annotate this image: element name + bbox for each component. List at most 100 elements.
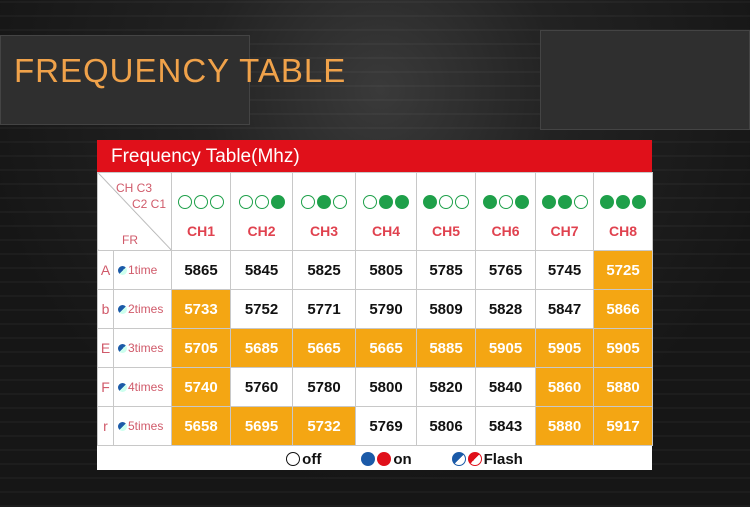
flash-icon	[118, 344, 127, 353]
table-row: b 2times 5733 5752 5771 5790 5809 5828 5847 5866	[97, 289, 653, 329]
led-on-icon	[600, 195, 614, 209]
corner-bottom: FR	[122, 233, 138, 247]
frequency-table: CH C3 C2 C1 FR CH1 CH2 CH3 CH4 CH5 CH6 CH7 CH8 A 1ti…	[97, 172, 653, 446]
led-on-icon	[482, 195, 497, 209]
frequency-cell: 5732	[292, 406, 356, 446]
frequency-cell: 5665	[355, 328, 417, 368]
frequency-cell: 5785	[416, 250, 476, 290]
band-label: A	[97, 250, 114, 290]
band-label: b	[97, 289, 114, 329]
flash-mode: 5times	[113, 406, 172, 446]
frequency-cell: 5885	[416, 328, 476, 368]
page-title: FREQUENCY TABLE	[14, 52, 347, 89]
red-led-icon	[377, 452, 392, 466]
led-off-icon	[301, 195, 315, 209]
frequency-cell: 5705	[171, 328, 231, 368]
frequency-cell: 5905	[475, 328, 536, 368]
channel-label: CH7	[550, 223, 579, 239]
led-off-icon	[498, 195, 513, 209]
led-on-icon	[632, 195, 646, 209]
frequency-cell: 5685	[230, 328, 293, 368]
table-row: F 4times 5740 5760 5780 5800 5820 5840 5860 5880	[97, 367, 653, 407]
flash-mode-label: 3times	[128, 341, 164, 355]
off-circle-icon	[286, 452, 301, 466]
dip-switch-leds	[476, 195, 535, 209]
channel-label: CH1	[186, 223, 215, 239]
frequency-cell: 5905	[593, 328, 653, 368]
legend-flash-label: Flash	[483, 451, 523, 468]
frequency-cell: 5865	[171, 250, 231, 290]
led-off-icon	[254, 195, 269, 209]
frequency-cell: 5665	[292, 328, 356, 368]
frequency-cell: 5860	[535, 367, 594, 407]
blue-led-icon	[361, 452, 376, 466]
table-row: A 1time 5865 5845 5825 5805 5785 5765 5745 5725	[97, 250, 653, 290]
frequency-cell: 5806	[416, 406, 476, 446]
led-off-icon	[178, 195, 192, 209]
frequency-cell: 5825	[292, 250, 356, 290]
frequency-cell: 5917	[593, 406, 653, 446]
channel-header: CH5	[416, 172, 476, 251]
channel-header: CH6	[475, 172, 536, 251]
red-flash-icon	[467, 452, 482, 466]
channel-header: CH3	[292, 172, 356, 251]
frequency-table-card: Frequency Table(Mhz) CH C3 C2 C1 FR CH1 CH2 C…	[97, 140, 653, 473]
frequency-cell: 5769	[355, 406, 417, 446]
frequency-cell: 5790	[355, 289, 417, 329]
frequency-cell: 5752	[230, 289, 293, 329]
frequency-cell: 5658	[171, 406, 231, 446]
led-on-icon	[514, 195, 529, 209]
frequency-cell: 5760	[230, 367, 293, 407]
legend: off on Flash	[97, 446, 652, 473]
led-on-icon	[557, 195, 572, 209]
decor-panel-right	[540, 30, 750, 130]
dip-switch-leds	[536, 195, 593, 209]
flash-mode: 1time	[113, 250, 172, 290]
dip-switch-leds	[293, 195, 355, 209]
frequency-cell: 5843	[475, 406, 536, 446]
frequency-cell: 5809	[416, 289, 476, 329]
decor-panel-left	[0, 35, 250, 125]
led-on-icon	[541, 195, 556, 209]
legend-on-label: on	[393, 451, 412, 468]
flash-icon	[118, 305, 127, 314]
channel-header: CH8	[593, 172, 653, 251]
channel-header: CH2	[230, 172, 293, 251]
flash-mode-label: 1time	[128, 263, 158, 277]
channel-label: CH6	[491, 223, 520, 239]
frequency-cell: 5840	[475, 367, 536, 407]
flash-icon	[118, 422, 127, 431]
legend-flash: Flash	[451, 451, 523, 468]
frequency-cell: 5740	[171, 367, 231, 407]
led-on-icon	[616, 195, 630, 209]
flash-icon	[118, 383, 127, 392]
channel-label: CH2	[247, 223, 276, 239]
frequency-cell: 5695	[230, 406, 293, 446]
led-off-icon	[194, 195, 208, 209]
frequency-cell: 5745	[535, 250, 594, 290]
flash-mode-label: 4times	[128, 380, 164, 394]
legend-off-label: off	[302, 451, 322, 468]
led-off-icon	[573, 195, 588, 209]
legend-off: off	[286, 451, 321, 468]
frequency-cell: 5780	[292, 367, 356, 407]
corner-middle: C2 C1	[132, 197, 167, 211]
frequency-cell: 5880	[535, 406, 594, 446]
channel-header: CH1	[171, 172, 231, 251]
frequency-cell: 5905	[535, 328, 594, 368]
frequency-cell: 5805	[355, 250, 417, 290]
led-on-icon	[270, 195, 285, 209]
led-off-icon	[333, 195, 347, 209]
frequency-cell: 5733	[171, 289, 231, 329]
flash-icon	[118, 266, 127, 275]
flash-mode: 2times	[113, 289, 172, 329]
table-title: Frequency Table(Mhz)	[97, 140, 652, 172]
frequency-cell: 5820	[416, 367, 476, 407]
frequency-cell: 5765	[475, 250, 536, 290]
channel-header: CH7	[535, 172, 594, 251]
flash-mode: 3times	[113, 328, 172, 368]
channel-label: CH5	[431, 223, 460, 239]
band-label: F	[97, 367, 114, 407]
frequency-cell: 5771	[292, 289, 356, 329]
frequency-cell: 5800	[355, 367, 417, 407]
